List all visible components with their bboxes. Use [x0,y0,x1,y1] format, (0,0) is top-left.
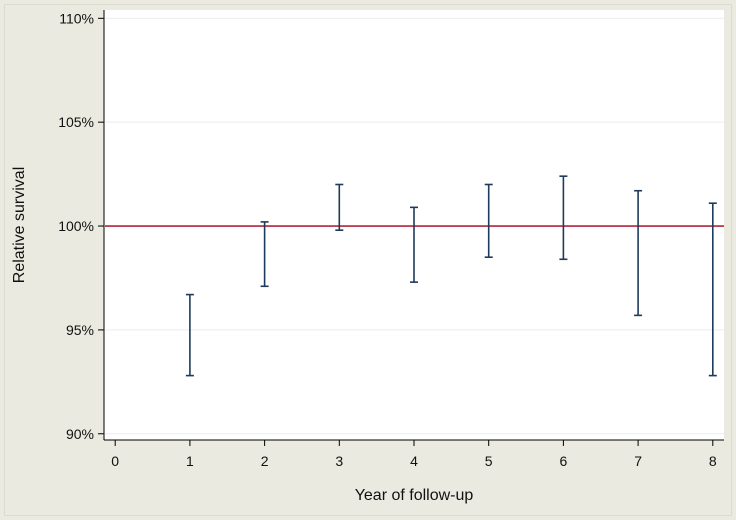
x-tick-label-8: 8 [709,453,717,469]
x-tick-label-7: 7 [634,453,642,469]
y-axis-title: Relative survival [11,167,28,283]
error-bar-year-4 [410,206,418,283]
y-axis-ticks: 90% 95% 100% 105% 110% [58,10,104,442]
x-tick-label-6: 6 [559,453,567,469]
y-tick-label-110: 110% [59,10,94,26]
x-axis-title: Year of follow-up [355,487,474,504]
error-bar-year-2 [260,221,269,288]
error-bar-year-1 [185,293,194,377]
error-bar-year-3 [335,183,344,231]
error-bar-year-6 [559,175,568,261]
x-tick-label-5: 5 [485,453,493,469]
error-bar-year-7 [634,189,643,317]
error-bars [185,175,717,377]
figure-outer-border [4,4,732,516]
y-tick-label-90: 90% [66,426,94,442]
error-bar-year-5 [484,183,493,258]
x-tick-label-2: 2 [261,453,269,469]
x-tick-label-4: 4 [410,453,418,469]
y-tick-label-95: 95% [66,322,94,338]
x-tick-label-0: 0 [111,453,119,469]
x-tick-label-1: 1 [186,453,194,469]
error-bar-year-8 [708,202,717,377]
x-axis-ticks: 0 1 2 3 4 5 6 7 8 [111,440,717,469]
y-tick-label-100: 100% [58,218,94,234]
x-tick-label-3: 3 [335,453,343,469]
y-tick-label-105: 105% [58,114,94,130]
